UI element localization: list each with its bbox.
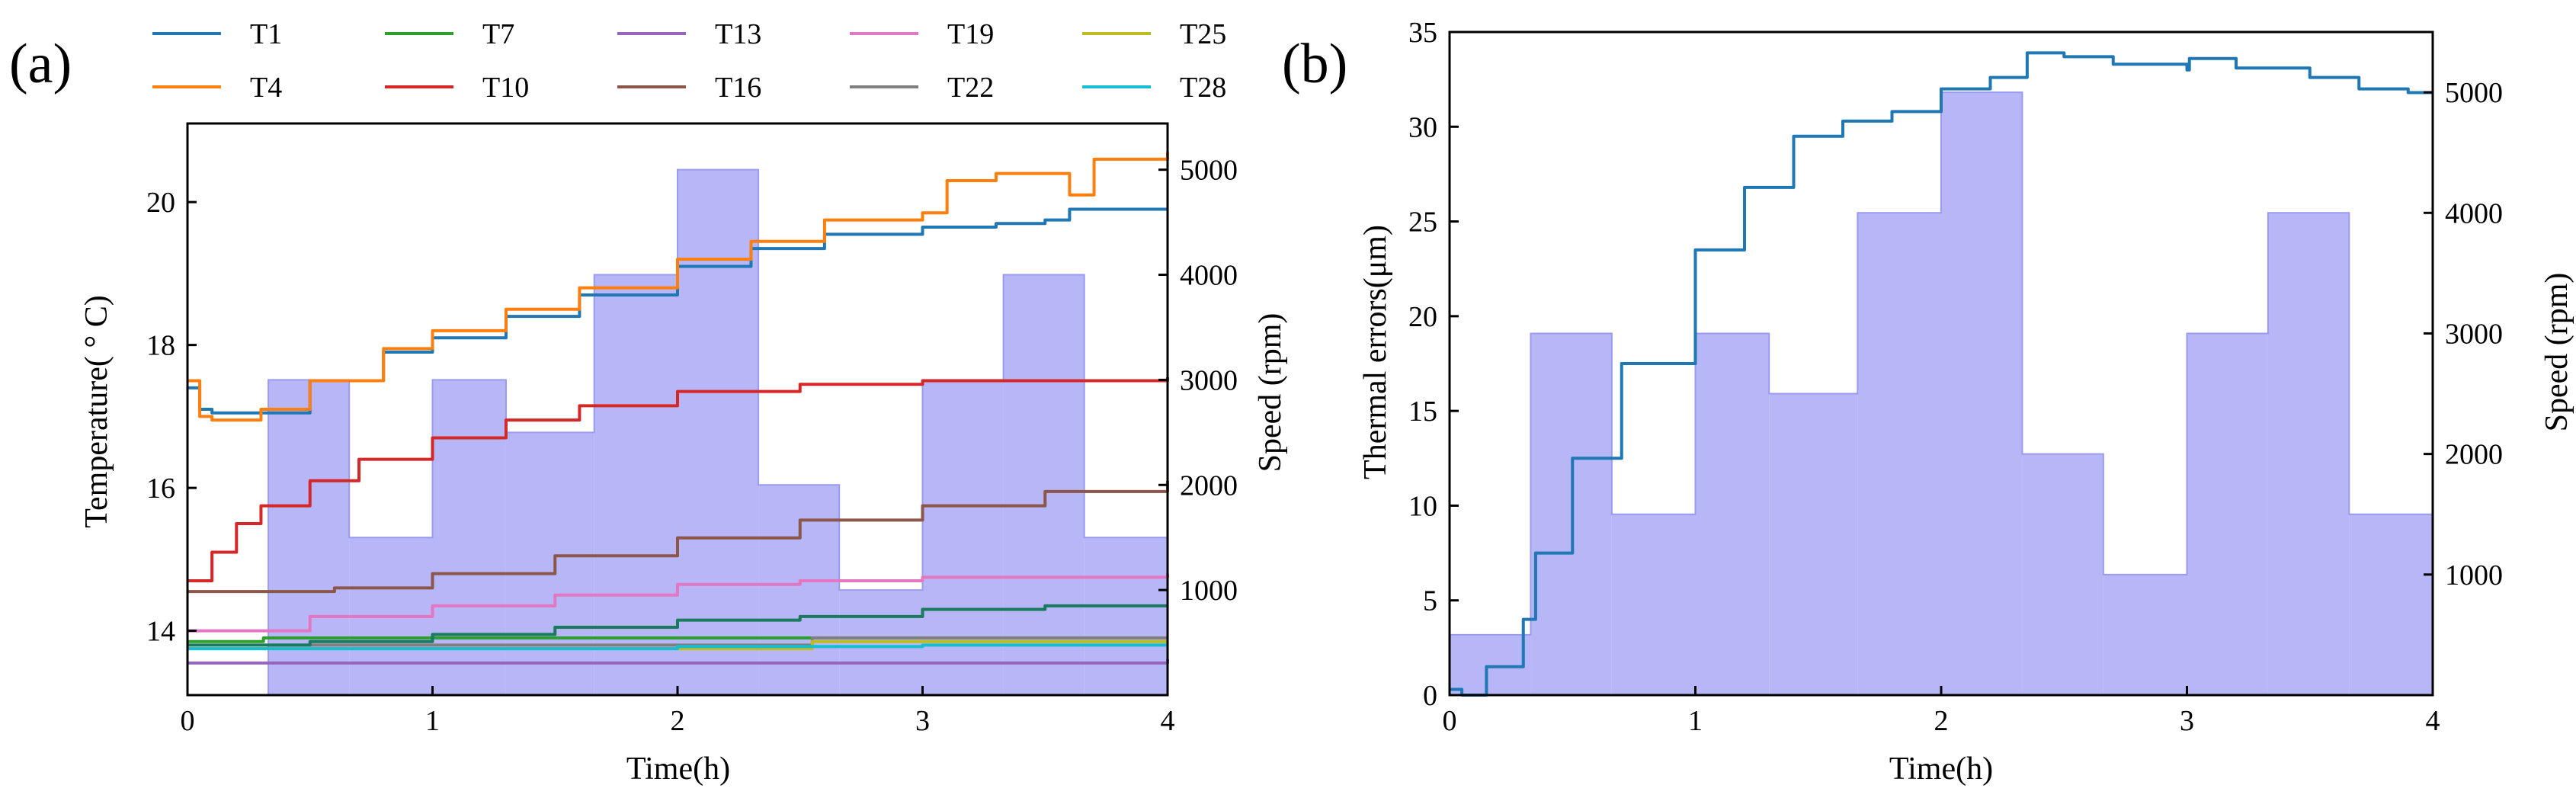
panel-b-speed-bar-10 — [2267, 213, 2350, 696]
panel-a-y2-tick-label: 1000 — [1180, 575, 1238, 607]
panel-b-speed-bar-3 — [1695, 333, 1770, 695]
panel-b-x-tick-label: 4 — [2426, 705, 2440, 737]
panel-a-speed-outline — [187, 168, 1168, 696]
panel-a-series-t19 — [187, 573, 1169, 633]
panel-b-y-tick-label: 15 — [1408, 396, 1437, 428]
panel-a-speed-bar-5 — [594, 274, 678, 695]
panel-a-y2-tick-label: 5000 — [1180, 155, 1238, 187]
legend-label-t28: T28 — [1180, 72, 1226, 104]
panel-b-y2-axis-label: Speed (rpm) — [2539, 273, 2574, 432]
panel-b-y2-tick-label: 1000 — [2445, 559, 2503, 591]
panel-a-legend: T1 T7 T13 T19 T25 T4 T10 T16 T22 T28 — [152, 18, 1226, 104]
panel-a-y-tick-label: 16 — [146, 473, 175, 505]
panel-b-speed-bar-5 — [1857, 213, 1941, 696]
panel-a-x-tick-label: 4 — [1161, 705, 1175, 737]
panel-b-speed-bar-8 — [2103, 574, 2187, 695]
panel-a-x-tick-label: 3 — [915, 705, 930, 737]
panel-b-y-axis-label: Thermal errors(μm) — [1358, 225, 1393, 479]
panel-a-speed-bar-3 — [432, 380, 506, 695]
panel-a-speed-bar-4 — [505, 432, 594, 695]
panel-b-x-tick-label: 0 — [1443, 705, 1457, 737]
panel-a-series-t28 — [187, 643, 1168, 651]
panel-a-speed-bars — [187, 168, 1168, 696]
panel-b-y-tick-label: 25 — [1408, 207, 1437, 239]
panel-b-x-axis-label: Time(h) — [1889, 752, 1993, 787]
panel-a-axes: 0 1 2 3 4 14 16 18 20 1000 2000 3000 4000 5000 — [146, 122, 1238, 737]
legend-label-t19: T19 — [947, 18, 994, 50]
legend-label-t16: T16 — [715, 72, 761, 104]
panel-b-y2-tick-label: 5000 — [2445, 77, 2503, 109]
panel-b-y-tick-label: 20 — [1408, 301, 1437, 333]
panel-a-y2-tick-label: 4000 — [1180, 260, 1238, 292]
panel-a-speed-bar-11 — [1084, 537, 1168, 695]
panel-a-y-axis-label: Temperature( ° C) — [79, 295, 114, 527]
legend-label-t4: T4 — [250, 72, 282, 104]
panel-b-y-tick-label: 5 — [1423, 585, 1437, 617]
panel-a-speed-bar-9 — [922, 380, 1004, 695]
panel-a-series-t10 — [187, 377, 1169, 582]
panel-b-x-tick-label: 2 — [1934, 705, 1949, 737]
panel-a-x-tick-label: 0 — [181, 705, 195, 737]
legend-label-t7: T7 — [482, 18, 514, 50]
panel-a-y-tick-label: 20 — [146, 187, 175, 219]
panel-b-y-tick-label: 0 — [1423, 680, 1437, 712]
panel-b-x-tick-label: 1 — [1688, 705, 1703, 737]
panel-b-speed-bar-11 — [2349, 514, 2433, 695]
panel-a-y2-tick-label: 2000 — [1180, 470, 1238, 502]
panel-a-y2-tick-label: 3000 — [1180, 364, 1238, 396]
legend-label-t22: T22 — [947, 72, 994, 104]
panel-b-y-tick-label: 35 — [1408, 17, 1437, 49]
panel-b-y-tick-label: 10 — [1408, 490, 1437, 522]
panel-a-series-t7 — [187, 636, 1168, 643]
panel-a-series-t16 — [187, 480, 1169, 594]
panel-b-speed-bar-4 — [1769, 393, 1858, 695]
panel-a-speed-bar-10 — [1003, 274, 1085, 695]
legend-label-t10: T10 — [482, 72, 529, 104]
panel-a-y-tick-label: 14 — [146, 616, 175, 648]
panel-b-speed-outline — [1450, 91, 2433, 636]
legend-label-t13: T13 — [715, 18, 761, 50]
panel-b-y2-tick-label: 3000 — [2445, 318, 2503, 350]
panel-a-speed-bar-6 — [678, 169, 759, 696]
panel-b-speed-bar-2 — [1611, 514, 1696, 695]
panel-a-x-tick-label: 1 — [425, 705, 440, 737]
panel-b-speed-bar-6 — [1941, 92, 2023, 695]
panel-a-x-axis-label: Time(h) — [626, 752, 730, 787]
panel-a-series-t-green2 — [187, 604, 1168, 647]
legend-label-t25: T25 — [1180, 18, 1226, 50]
panel-a-y2-axis-label: Speed (rpm) — [1253, 313, 1288, 473]
legend-label-t1: T1 — [250, 18, 282, 50]
panel-b-speed-bars — [1450, 91, 2433, 696]
panel-b-speed-bar-9 — [2187, 333, 2268, 695]
panel-b-label: (b) — [1282, 33, 1347, 95]
panel-b-speed-bar-7 — [2022, 453, 2103, 695]
panel-b-axes: 0 1 2 3 4 0 5 10 15 20 25 30 35 1000 2000 3000 4000 5000 — [1408, 17, 2503, 737]
panel-b-y2-tick-label: 4000 — [2445, 197, 2503, 229]
panel-b-y-tick-label: 30 — [1408, 111, 1437, 143]
panel-b-y2-tick-label: 2000 — [2445, 439, 2503, 471]
panel-b-speed-bar-0 — [1450, 634, 1531, 695]
panel-b-series-thermal-error — [1450, 51, 2433, 697]
panel-b-x-tick-label: 3 — [2180, 705, 2194, 737]
panel-a-series-t4 — [187, 152, 1169, 422]
panel-a-label: (a) — [9, 33, 72, 95]
panel-b-series — [1450, 51, 2433, 697]
panel-a-x-tick-label: 2 — [671, 705, 685, 737]
panel-a-y-tick-label: 18 — [146, 330, 175, 362]
